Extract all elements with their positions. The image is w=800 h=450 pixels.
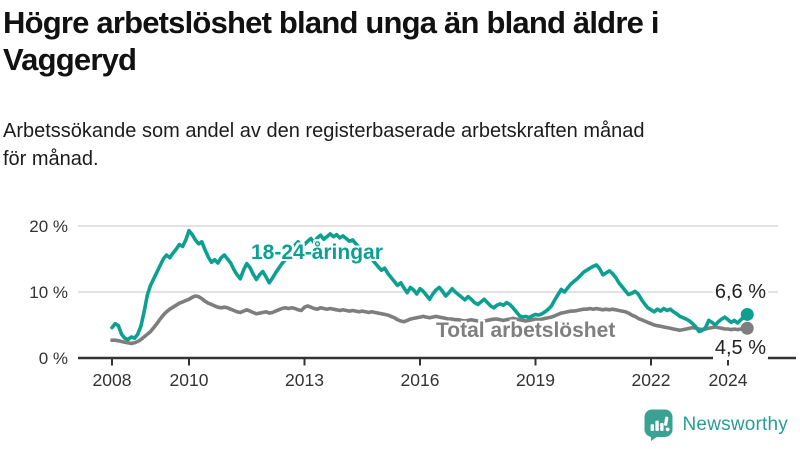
- series-line-0: [110, 294, 750, 346]
- newsworthy-logo: Newsworthy: [643, 408, 788, 442]
- x-axis-tick-label: 2013: [285, 370, 324, 390]
- bar-chart-speech-bubble-icon: [644, 409, 673, 441]
- series-end-dot-1: [740, 307, 754, 321]
- series-label-youth: 18-24-åringar: [251, 241, 383, 264]
- series-line-1: [110, 228, 750, 342]
- x-axis-tick-label: 2016: [401, 370, 440, 390]
- series-end-dot-0: [740, 321, 754, 335]
- y-axis-label-20: 20 %: [29, 217, 68, 236]
- end-value-total: 4,5 %: [712, 337, 768, 360]
- x-axis-tick-label: 2019: [516, 370, 555, 390]
- page-title: Högre arbetslöshet bland unga än bland ä…: [3, 5, 659, 77]
- x-axis-tick-label: 2024: [709, 370, 748, 390]
- end-value-youth: 6,6 %: [712, 281, 768, 304]
- x-axis-tick-label: 2008: [93, 370, 132, 390]
- series-label-total: Total arbetslöshet: [436, 319, 616, 342]
- page-subtitle: Arbetssökande som andel av den registerb…: [3, 120, 645, 170]
- brand-name: Newsworthy: [682, 414, 788, 435]
- x-axis-tick-label: 2010: [170, 370, 209, 390]
- y-axis-label-10: 10 %: [29, 283, 68, 302]
- x-axis-tick-label: 2022: [632, 370, 671, 390]
- y-axis-label-0: 0 %: [38, 349, 68, 368]
